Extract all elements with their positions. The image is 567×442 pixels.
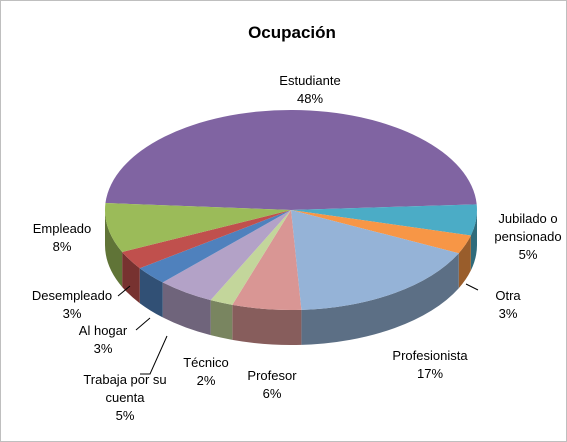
slice <box>291 204 477 236</box>
data-label: Profesionista 17% <box>392 347 467 383</box>
slice-side <box>210 300 233 340</box>
value-label: 5% <box>115 408 135 423</box>
data-label: Estudiante 48% <box>279 72 340 108</box>
slice-side <box>162 282 211 336</box>
value-label: 17% <box>416 366 444 381</box>
data-label: Otra 3% <box>495 287 520 323</box>
data-label: Técnico 2% <box>183 354 229 390</box>
category-label: Estudiante <box>279 73 341 88</box>
slice <box>162 210 291 301</box>
leader-line <box>465 283 479 291</box>
data-label: Desempleado 3% <box>32 287 112 323</box>
value-label: 8% <box>52 239 72 254</box>
category-label: Trabaja por su cuenta <box>83 372 167 405</box>
category-label: Desempleado <box>31 288 113 303</box>
category-label: Técnico <box>183 355 229 370</box>
slice <box>210 210 291 305</box>
category-label: Jubilado o pensionado <box>494 211 562 244</box>
slice-side <box>232 304 302 345</box>
category-label: Empleado <box>32 221 92 236</box>
value-label: 3% <box>498 306 518 321</box>
category-label: Al hogar <box>78 323 128 338</box>
pie <box>104 109 477 345</box>
leader-line <box>140 335 168 375</box>
value-label: 3% <box>93 341 113 356</box>
slice <box>105 109 477 210</box>
chart-title: Ocupación <box>248 23 336 42</box>
category-label: Profesor <box>247 368 297 383</box>
slice <box>104 203 291 252</box>
category-label: Otra <box>495 288 521 303</box>
slice-side <box>122 251 140 304</box>
slice <box>291 210 471 254</box>
value-label: 48% <box>296 91 324 106</box>
slice <box>139 210 291 283</box>
value-label: 2% <box>196 373 216 388</box>
slice-side <box>139 268 163 318</box>
slice-side <box>301 253 459 345</box>
data-label: Al hogar 3% <box>79 322 127 358</box>
slice <box>232 210 302 310</box>
slice <box>122 210 292 269</box>
value-label: 6% <box>262 386 282 401</box>
leader-line <box>135 317 151 331</box>
leader-lines <box>117 283 479 375</box>
data-label: Profesor 6% <box>247 367 296 403</box>
data-label: Jubilado o pensionado 5% <box>488 210 567 264</box>
value-label: 5% <box>518 247 538 262</box>
slice <box>291 210 459 310</box>
slice-side <box>105 210 123 287</box>
data-label: Empleado 8% <box>33 220 92 256</box>
slice-side <box>458 235 471 289</box>
leader-line <box>117 285 131 297</box>
category-label: Profesionista <box>392 348 468 363</box>
slice-side <box>470 210 477 271</box>
value-label: 3% <box>62 306 82 321</box>
data-label: Trabaja por su cuenta 5% <box>75 371 175 425</box>
